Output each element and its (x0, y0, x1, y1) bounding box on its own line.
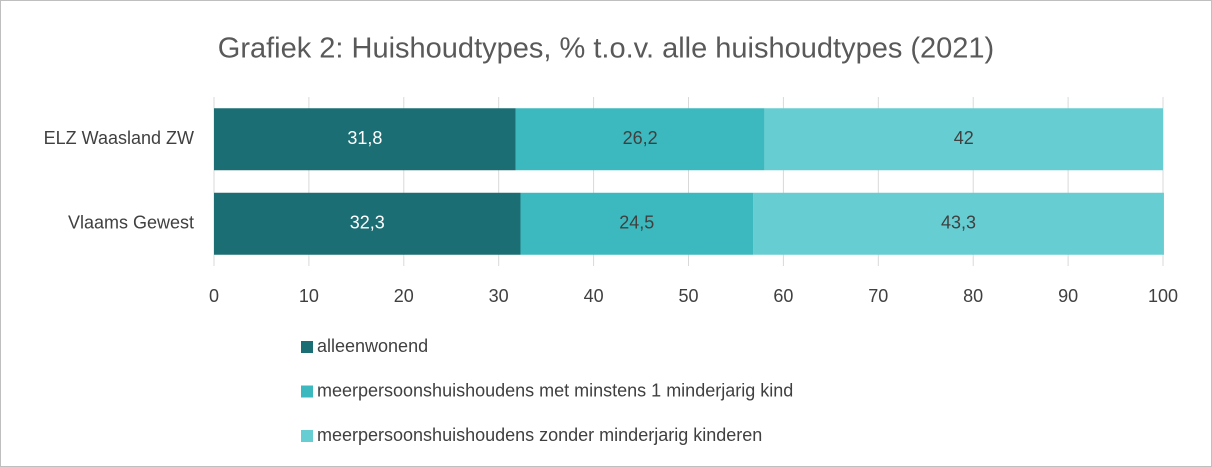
x-tick-label: 100 (1148, 286, 1178, 306)
y-tick-label: Vlaams Gewest (68, 213, 194, 233)
y-tick-label: ELZ Waasland ZW (44, 128, 194, 148)
legend-swatch (301, 341, 313, 353)
legend-swatch (301, 430, 313, 442)
legend-label: alleenwonend (317, 336, 428, 356)
x-tick-label: 10 (299, 286, 319, 306)
bar-segment (520, 192, 754, 255)
x-tick-label: 20 (394, 286, 414, 306)
bar-segment (214, 108, 516, 171)
data-label: 31,8 (347, 128, 382, 148)
legend-label: meerpersoonshuishoudens zonder minderjar… (317, 425, 762, 445)
x-tick-label: 60 (773, 286, 793, 306)
bar-segment (214, 192, 521, 255)
legend-label: meerpersoonshuishoudens met minstens 1 m… (317, 380, 793, 400)
x-tick-label: 90 (1058, 286, 1078, 306)
data-label: 42 (954, 128, 974, 148)
data-label: 24,5 (619, 213, 654, 233)
bar-segment (764, 108, 1163, 171)
legend-swatch (301, 385, 313, 398)
x-tick-label: 70 (868, 286, 888, 306)
x-tick-label: 50 (678, 286, 698, 306)
data-label: 26,2 (623, 128, 658, 148)
chart-title: Grafiek 2: Huishoudtypes, % t.o.v. alle … (218, 33, 994, 65)
data-label: 43,3 (941, 213, 976, 233)
x-tick-label: 0 (209, 286, 219, 306)
x-tick-label: 30 (489, 286, 509, 306)
bar-segment (753, 192, 1164, 255)
x-tick-label: 80 (963, 286, 983, 306)
x-tick-label: 40 (584, 286, 604, 306)
data-label: 32,3 (350, 213, 385, 233)
bar-segment (515, 108, 765, 171)
